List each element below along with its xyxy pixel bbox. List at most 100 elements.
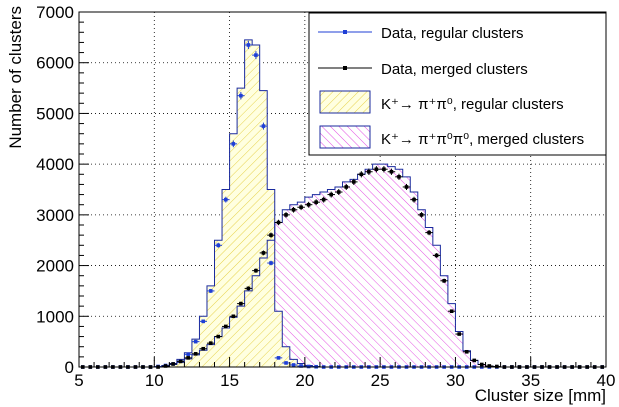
point-marker [231,142,236,146]
point-marker [321,197,326,202]
data-point [274,219,283,226]
point-marker [495,364,499,369]
data-point [222,324,230,329]
data-point [342,183,351,190]
legend-label: K⁺→ π⁺π⁰, regular clusters [381,96,564,113]
data-point [214,334,223,339]
axes: 5 10 15 20 25 30 35 40 0 1000 2000 3000 4000 5000 6000… [36,3,615,390]
point-marker [299,205,303,210]
point-marker [351,180,356,184]
point-marker [472,358,477,363]
data-point [229,314,238,319]
point-marker [329,192,334,197]
data-point [274,356,283,360]
data-point [161,364,170,368]
data-point [304,201,313,208]
data-point [289,363,298,367]
point-marker [397,175,401,179]
point-marker [306,202,311,207]
point-marker [449,309,454,314]
point-marker [254,53,258,57]
x-axis-title: Cluster size [mm] [475,386,606,405]
data-point [244,40,253,50]
point-marker [269,233,273,237]
point-marker [291,207,296,212]
point-marker [224,324,228,329]
data-point [184,352,192,357]
legend-label: Data, regular clusters [381,25,524,42]
point-marker [412,197,416,202]
data-point [259,250,268,256]
point-marker [171,362,175,366]
point-marker [276,220,281,225]
legend-marker-point [343,30,347,34]
data-point [447,309,456,314]
data-point [440,278,448,283]
data-point [206,288,215,293]
point-marker [193,339,198,344]
point-marker [193,352,198,356]
data-point [282,212,290,218]
point-marker [457,332,461,336]
point-marker [201,319,206,324]
data-point [410,196,418,203]
x-tick-label: 20 [295,371,314,390]
point-marker [427,230,431,235]
data-point [357,171,366,178]
point-marker [479,362,484,367]
data-point [184,356,192,360]
data-point [432,253,441,258]
point-marker [201,346,206,351]
legend-entry-mc-regular: K⁺→ π⁺π⁰, regular clusters [319,90,564,114]
y-tick-label: 1000 [36,307,74,326]
point-marker [291,363,296,367]
data-point [312,199,320,206]
point-marker [239,93,243,98]
data-point [237,91,245,100]
legend-entry-data-regular: Data, regular clusters [318,25,524,42]
point-marker [374,167,379,172]
data-point [214,242,223,248]
data-point [297,204,305,211]
y-axis-title: Number of clusters [6,6,25,149]
point-marker [276,356,281,360]
data-point [350,178,358,185]
data-point [425,229,433,236]
legend-label: K⁺→ π⁺π⁰π⁰, merged clusters [381,131,584,148]
point-marker [344,185,349,189]
point-marker [404,185,409,189]
data-point [462,349,471,354]
point-marker [269,261,273,265]
data-point [199,346,207,351]
legend: Data, regular clusters Data, merged clus… [308,12,607,156]
x-tick-label: 30 [446,371,465,390]
point-marker [382,167,386,172]
point-marker [186,356,190,360]
y-tick-label: 2000 [36,257,74,276]
y-tick-label: 4000 [36,155,74,174]
x-tick-label: 40 [597,371,616,390]
point-marker [442,278,446,283]
data-point [237,301,245,306]
point-marker [306,364,311,369]
point-marker [284,213,288,217]
point-marker [186,352,190,357]
data-point [380,166,388,173]
point-marker [389,169,394,174]
data-point [402,183,411,190]
data-point [191,352,200,356]
point-marker [261,251,266,255]
point-marker [367,169,371,174]
y-tick-label: 6000 [36,54,74,73]
data-point [478,362,486,367]
data-point [206,341,215,345]
x-tick-label: 25 [371,371,390,390]
data-point [169,362,177,366]
x-tick-label: 15 [220,371,239,390]
data-point [199,319,207,324]
y-tick-label: 7000 [36,3,74,22]
data-point [191,339,200,344]
point-marker [487,364,492,368]
x-tick-label: 10 [145,371,164,390]
